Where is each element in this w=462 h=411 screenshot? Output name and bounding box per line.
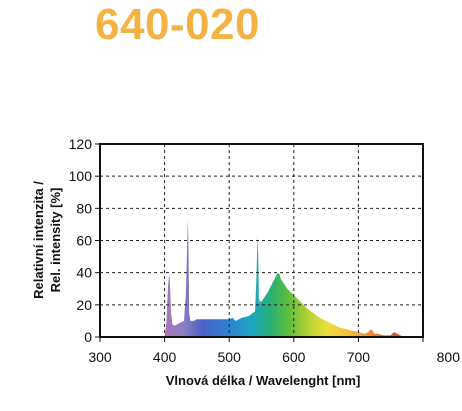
x-tick-label-400: 400 xyxy=(153,349,177,365)
y-tick-label-40: 40 xyxy=(76,265,92,281)
x-tick-label-500: 500 xyxy=(218,349,242,365)
product-code-title: 640-020 xyxy=(95,0,260,49)
y-tick-label-100: 100 xyxy=(69,168,93,184)
y-tick-label-0: 0 xyxy=(84,329,92,345)
x-tick-label-700: 700 xyxy=(347,349,371,365)
y-tick-label-60: 60 xyxy=(76,233,92,249)
spectrum-area xyxy=(164,219,404,337)
y-tick-label-80: 80 xyxy=(76,200,92,216)
x-tick-label-600: 600 xyxy=(282,349,306,365)
y-tick-label-20: 20 xyxy=(76,297,92,313)
y-tick-label-120: 120 xyxy=(69,136,93,152)
x-axis-label: Vlnová délka / Wavelenght [nm] xyxy=(166,373,361,388)
y-axis-label-line-2: Rel. intensity [%] xyxy=(48,188,63,293)
x-tick-label-800: 800 xyxy=(437,349,461,365)
y-axis-label-line-1: Relativní intenzita / xyxy=(31,181,46,299)
x-tick-label-300: 300 xyxy=(88,349,112,365)
